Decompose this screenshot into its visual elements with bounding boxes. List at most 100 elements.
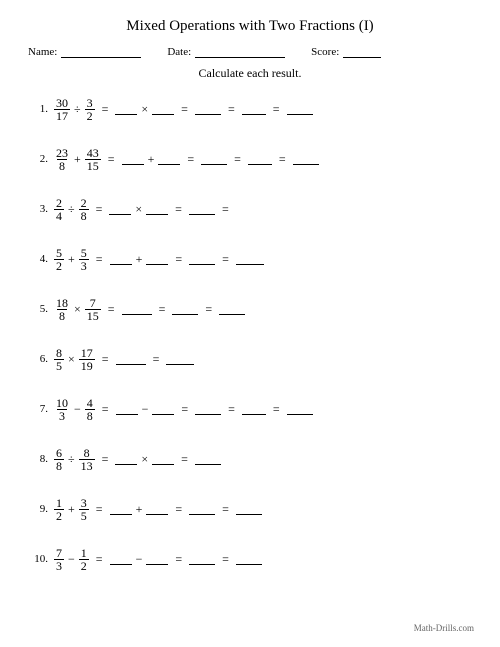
answer-blank[interactable]: [242, 404, 266, 415]
problem-row: 2.238+4315=+===: [28, 143, 472, 175]
answer-blank[interactable]: [146, 554, 168, 565]
score-label: Score:: [311, 46, 339, 58]
fraction-a: 68: [54, 447, 64, 472]
answer-blank[interactable]: [195, 104, 221, 115]
problem-number: 1.: [28, 103, 54, 115]
answer-blank[interactable]: [219, 304, 245, 315]
date-blank[interactable]: [195, 45, 285, 58]
answer-blank[interactable]: [293, 154, 319, 165]
answer-blank[interactable]: [287, 104, 313, 115]
answer-blank[interactable]: [152, 404, 174, 415]
answer-blank[interactable]: [110, 254, 132, 265]
answer-blank[interactable]: [242, 104, 266, 115]
name-blank[interactable]: [61, 45, 141, 58]
fraction-b: 32: [85, 97, 95, 122]
answer-blank[interactable]: [287, 404, 313, 415]
problem-number: 10.: [28, 553, 54, 565]
fraction-b: 48: [85, 397, 95, 422]
answer-blank[interactable]: [236, 554, 262, 565]
answer-blank[interactable]: [146, 504, 168, 515]
fraction-a: 103: [54, 397, 70, 422]
answer-blank[interactable]: [201, 154, 227, 165]
problem-row: 1.3017÷32=×===: [28, 93, 472, 125]
equals-sign: =: [96, 202, 103, 217]
equals-sign: =: [102, 102, 109, 117]
answer-blank[interactable]: [189, 504, 215, 515]
answer-blank[interactable]: [122, 304, 152, 315]
fraction-a: 24: [54, 197, 64, 222]
step-operator: ×: [141, 102, 148, 117]
problem-row: 8.68÷813=×=: [28, 443, 472, 475]
fraction-a: 52: [54, 247, 64, 272]
answer-blank[interactable]: [110, 504, 132, 515]
operator: ÷: [68, 452, 75, 467]
equals-sign: =: [181, 452, 188, 467]
answer-blank[interactable]: [152, 454, 174, 465]
problem-number: 8.: [28, 453, 54, 465]
operator: +: [68, 252, 75, 267]
fraction-b: 28: [79, 197, 89, 222]
answer-blank[interactable]: [115, 454, 137, 465]
equals-sign: =: [181, 102, 188, 117]
footer-text: Math-Drills.com: [414, 623, 474, 633]
equals-sign: =: [96, 252, 103, 267]
equals-sign: =: [108, 302, 115, 317]
fraction-b: 4315: [85, 147, 101, 172]
equals-sign: =: [175, 552, 182, 567]
equals-sign: =: [175, 252, 182, 267]
equals-sign: =: [96, 552, 103, 567]
answer-blank[interactable]: [236, 504, 262, 515]
problem-list: 1.3017÷32=×===2.238+4315=+===3.24÷28=×==…: [28, 93, 472, 575]
header-row: Name: Date: Score:: [28, 45, 472, 58]
answer-blank[interactable]: [189, 554, 215, 565]
operator: ÷: [68, 202, 75, 217]
answer-blank[interactable]: [122, 154, 144, 165]
equals-sign: =: [228, 102, 235, 117]
score-blank[interactable]: [343, 45, 381, 58]
answer-blank[interactable]: [146, 204, 168, 215]
answer-blank[interactable]: [166, 354, 194, 365]
equals-sign: =: [234, 152, 241, 167]
answer-blank[interactable]: [115, 104, 137, 115]
answer-blank[interactable]: [189, 204, 215, 215]
step-operator: −: [136, 552, 143, 567]
equals-sign: =: [153, 352, 160, 367]
answer-blank[interactable]: [110, 554, 132, 565]
fraction-a: 3017: [54, 97, 70, 122]
operator: ÷: [74, 102, 81, 117]
operator: −: [68, 552, 75, 567]
answer-blank[interactable]: [195, 404, 221, 415]
answer-blank[interactable]: [109, 204, 131, 215]
operator: +: [68, 502, 75, 517]
answer-blank[interactable]: [236, 254, 264, 265]
fraction-b: 1719: [79, 347, 95, 372]
answer-blank[interactable]: [195, 454, 221, 465]
equals-sign: =: [279, 152, 286, 167]
problem-number: 5.: [28, 303, 54, 315]
step-operator: ×: [135, 202, 142, 217]
problem-row: 5.188×715===: [28, 293, 472, 325]
answer-blank[interactable]: [189, 254, 215, 265]
answer-blank[interactable]: [116, 404, 138, 415]
step-operator: ×: [141, 452, 148, 467]
answer-blank[interactable]: [158, 154, 180, 165]
problem-number: 4.: [28, 253, 54, 265]
equals-sign: =: [222, 252, 229, 267]
fraction-b: 35: [79, 497, 89, 522]
problem-row: 10.73−12=−==: [28, 543, 472, 575]
answer-blank[interactable]: [146, 254, 168, 265]
instruction: Calculate each result.: [28, 66, 472, 81]
page-title: Mixed Operations with Two Fractions (I): [28, 18, 472, 35]
equals-sign: =: [222, 202, 229, 217]
problem-number: 6.: [28, 353, 54, 365]
fraction-a: 188: [54, 297, 70, 322]
answer-blank[interactable]: [172, 304, 198, 315]
equals-sign: =: [159, 302, 166, 317]
answer-blank[interactable]: [116, 354, 146, 365]
problem-number: 9.: [28, 503, 54, 515]
equals-sign: =: [222, 502, 229, 517]
answer-blank[interactable]: [248, 154, 272, 165]
answer-blank[interactable]: [152, 104, 174, 115]
operator: ×: [74, 302, 81, 317]
problem-row: 9.12+35=+==: [28, 493, 472, 525]
